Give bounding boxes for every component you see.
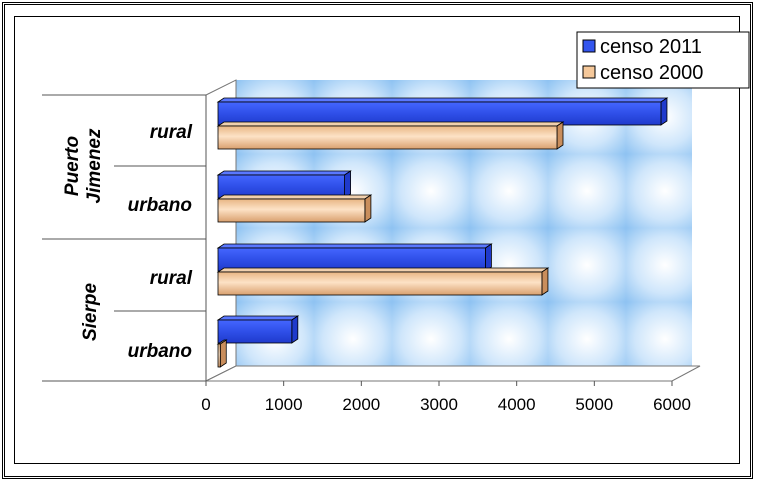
x-axis-ticks: 0 1000 2000 3000 4000 5000 6000 [201, 381, 691, 414]
bars-layer [216, 97, 669, 368]
chart-area-border [14, 16, 740, 464]
bar-censo-2000-puerto-jimenez-urbano [216, 194, 373, 223]
bar-censo-2000-sierpe-urbano [216, 339, 228, 368]
x-tick-label-3000: 3000 [420, 395, 458, 414]
plot-floor [205, 365, 701, 382]
x-tick-label-6000: 6000 [653, 395, 691, 414]
bar-censo-2011-puerto-jimenez-rural [216, 97, 669, 126]
outer-frame [2, 2, 753, 479]
group-label-puerto-jimenez: PuertoJimenez [62, 128, 105, 203]
legend: censo 2011 censo 2000 [576, 31, 750, 89]
x-tick-label-1000: 1000 [265, 395, 303, 414]
x-tick-label-0: 0 [201, 395, 210, 414]
x-tick-label-4000: 4000 [498, 395, 536, 414]
bar-censo-2000-puerto-jimenez-rural [216, 121, 565, 150]
x-tick-label-2000: 2000 [342, 395, 380, 414]
bar-censo-2011-puerto-jimenez-urbano [216, 170, 352, 199]
bar-censo-2011-sierpe-rural [216, 243, 493, 272]
legend-swatch-censo-2000 [582, 65, 596, 79]
legend-label-censo-2011: censo 2011 [600, 36, 702, 58]
category-label-puerto-jimenez-urbano: urbano [128, 195, 192, 216]
group-label-sierpe: Sierpe [80, 283, 101, 342]
category-label-sierpe-rural: rural [150, 268, 193, 289]
legend-label-censo-2000: censo 2000 [600, 62, 703, 84]
legend-swatch-censo-2011 [582, 39, 596, 53]
category-label-puerto-jimenez-rural: rural [150, 122, 193, 143]
bar-censo-2000-sierpe-rural [216, 267, 550, 296]
bar-censo-2011-sierpe-urbano [216, 315, 300, 344]
x-tick-label-5000: 5000 [575, 395, 613, 414]
category-label-sierpe-urbano: urbano [128, 341, 192, 362]
